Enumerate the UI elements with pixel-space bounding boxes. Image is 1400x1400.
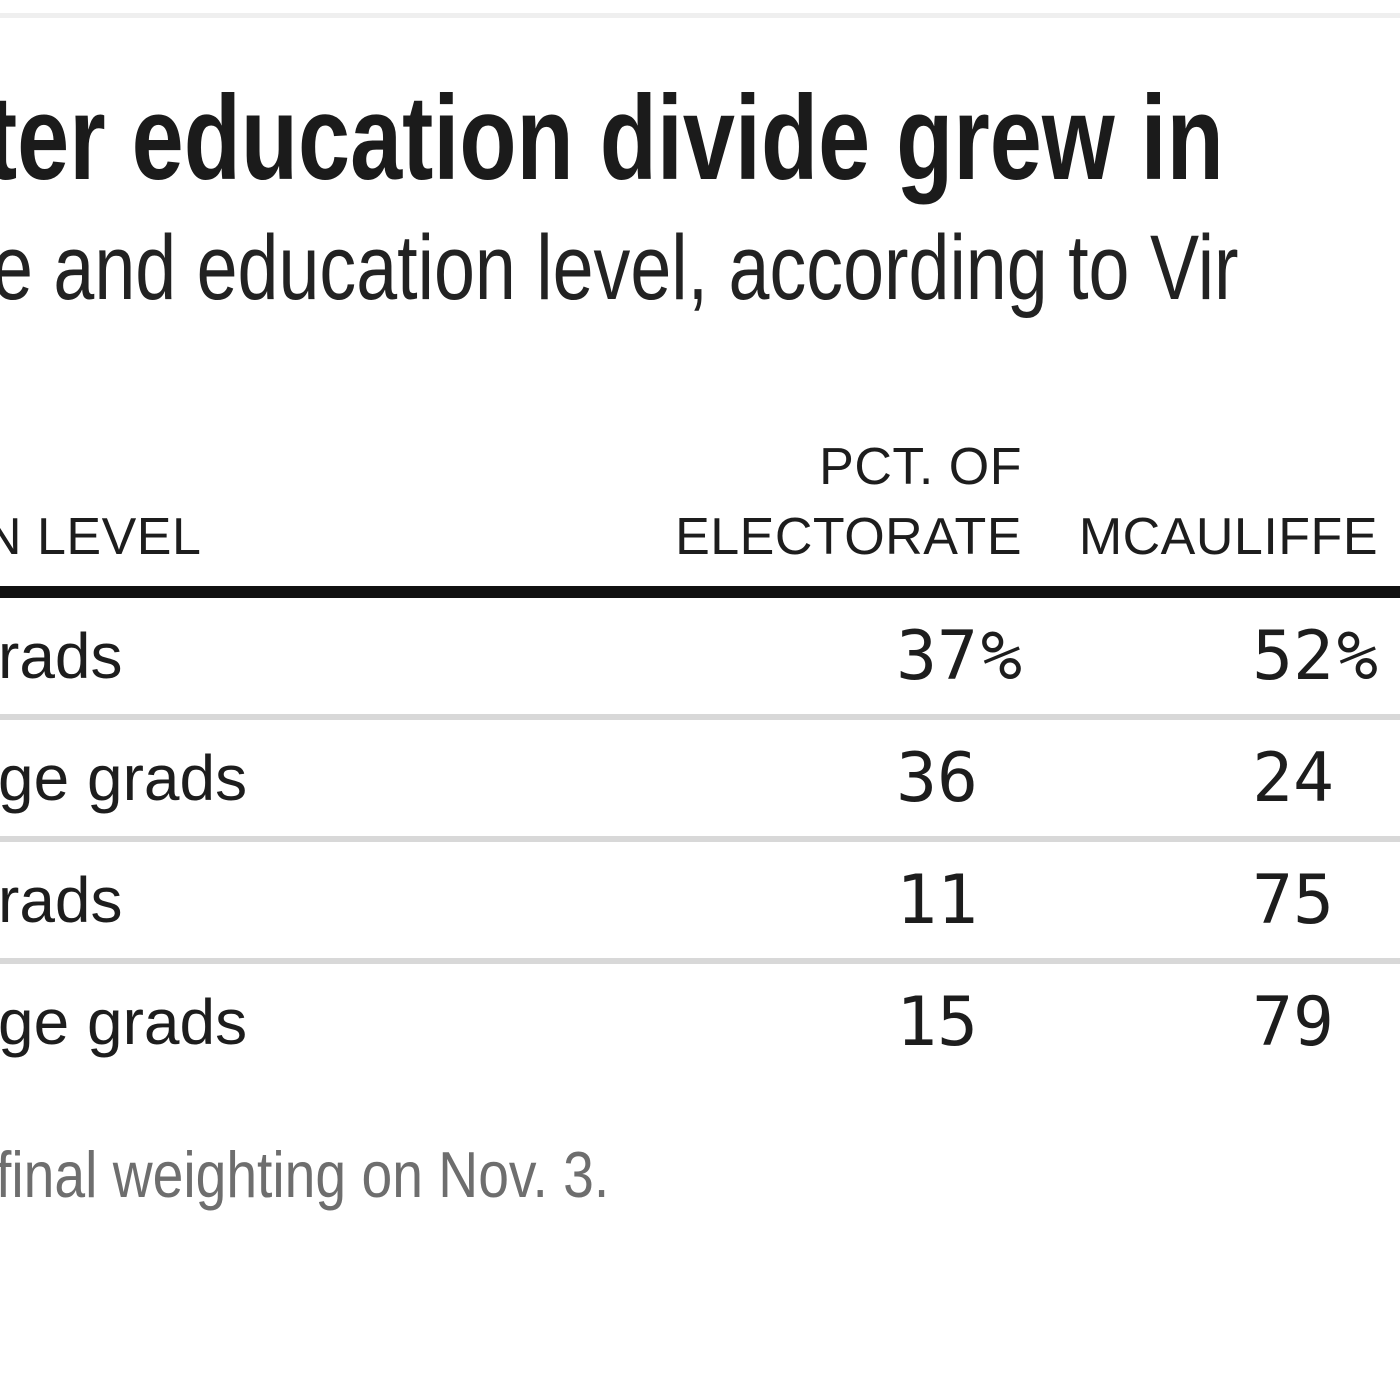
table-row: ge grads 36 24 <box>0 720 1400 842</box>
cell-value: 24 <box>1252 738 1334 818</box>
cell-value: 37 <box>896 616 978 696</box>
header-rule <box>0 586 1400 598</box>
cell-mcauliffe: 75 <box>1252 842 1378 958</box>
row-label: rads <box>0 620 123 692</box>
row-label: ge grads <box>0 742 248 814</box>
chart-subtitle: e and education level, according to Vir <box>0 217 1239 319</box>
cell-pct-of-electorate: 36 <box>896 720 1022 836</box>
row-label: ge grads <box>0 986 248 1058</box>
cell-mcauliffe: 24 <box>1252 720 1378 836</box>
table-body: rads 37% 52% ge grads 36 24 rads 11 75 g… <box>0 598 1400 1080</box>
cell-value: 11 <box>896 860 978 940</box>
top-divider <box>0 13 1400 18</box>
col-header-electorate: ELECTORATE <box>675 508 1022 566</box>
footnote: final weighting on Nov. 3. <box>0 1138 610 1211</box>
col-header-pct-of-electorate: PCT. OF ELECTORATE <box>675 432 1022 572</box>
cell-value: 79 <box>1252 982 1334 1062</box>
percent-suffix: % <box>1337 616 1378 696</box>
col-header-mcauliffe: MCAULIFFE <box>1078 508 1378 566</box>
table-row: rads 11 75 <box>0 842 1400 964</box>
cell-mcauliffe: 52% <box>1252 598 1378 714</box>
chart-title: ter education divide grew in <box>0 71 1224 205</box>
cell-value: 75 <box>1252 860 1334 940</box>
col-header-education-level: N LEVEL <box>0 508 202 566</box>
table-header: N LEVEL PCT. OF ELECTORATE MCAULIFFE <box>0 432 1400 572</box>
table-row: ge grads 15 79 <box>0 964 1400 1080</box>
cell-pct-of-electorate: 11 <box>896 842 1022 958</box>
cell-pct-of-electorate: 37% <box>896 598 1022 714</box>
percent-suffix: % <box>981 616 1022 696</box>
col-header-pct-of: PCT. OF <box>819 438 1022 496</box>
cell-value: 15 <box>896 982 978 1062</box>
row-label: rads <box>0 864 123 936</box>
cell-mcauliffe: 79 <box>1252 964 1378 1080</box>
table-row: rads 37% 52% <box>0 598 1400 720</box>
cell-value: 52 <box>1252 616 1334 696</box>
cell-value: 36 <box>896 738 978 818</box>
cell-pct-of-electorate: 15 <box>896 964 1022 1080</box>
